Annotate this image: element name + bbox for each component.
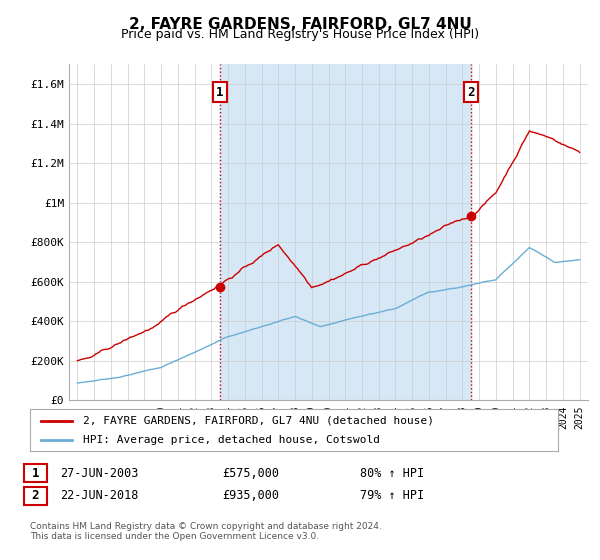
Text: 1: 1 (216, 86, 223, 99)
Text: £935,000: £935,000 (222, 489, 279, 502)
Text: 2: 2 (32, 489, 39, 502)
Text: Contains HM Land Registry data © Crown copyright and database right 2024.
This d: Contains HM Land Registry data © Crown c… (30, 522, 382, 542)
Bar (220, 64, 471, 400)
Text: 2: 2 (467, 86, 475, 99)
Text: 79% ↑ HPI: 79% ↑ HPI (360, 489, 424, 502)
Text: 22-JUN-2018: 22-JUN-2018 (60, 489, 139, 502)
Text: 1: 1 (32, 466, 39, 480)
Text: 27-JUN-2003: 27-JUN-2003 (60, 466, 139, 480)
Text: Price paid vs. HM Land Registry's House Price Index (HPI): Price paid vs. HM Land Registry's House … (121, 28, 479, 41)
Text: £575,000: £575,000 (222, 466, 279, 480)
Text: 2, FAYRE GARDENS, FAIRFORD, GL7 4NU (detached house): 2, FAYRE GARDENS, FAIRFORD, GL7 4NU (det… (83, 416, 434, 426)
Text: 2, FAYRE GARDENS, FAIRFORD, GL7 4NU: 2, FAYRE GARDENS, FAIRFORD, GL7 4NU (128, 17, 472, 32)
Text: 80% ↑ HPI: 80% ↑ HPI (360, 466, 424, 480)
Text: HPI: Average price, detached house, Cotswold: HPI: Average price, detached house, Cots… (83, 435, 380, 445)
